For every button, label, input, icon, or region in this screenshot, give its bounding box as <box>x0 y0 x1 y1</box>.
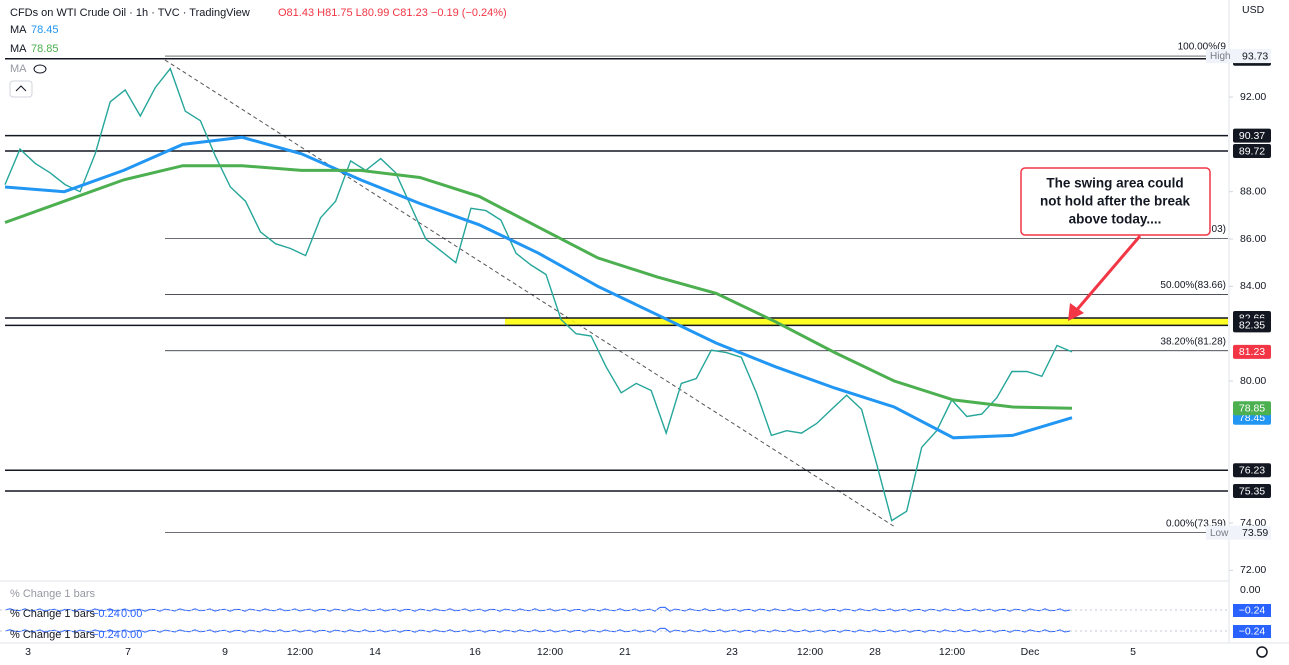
pane-value-box <box>1233 625 1271 638</box>
pane-axis-label: 0.00 <box>1240 584 1261 596</box>
annotation-text: not hold after the break <box>1040 194 1191 209</box>
pane-row-zero: 0.00 <box>121 608 142 620</box>
level-price-label-box <box>1233 128 1271 143</box>
x-tick-label: 12:00 <box>797 646 823 658</box>
collapse-icon <box>15 85 27 92</box>
annotation-box <box>1020 167 1211 236</box>
y-tick-label: 88.00 <box>1240 185 1266 197</box>
x-tick-label: 3 <box>25 646 31 658</box>
y-tick-label: 72.00 <box>1240 564 1266 576</box>
y-tick-label: 92.00 <box>1240 91 1266 103</box>
fib-label: 50.00%(83.66) <box>1160 280 1226 291</box>
level-price-label: 89.72 <box>1239 145 1265 157</box>
low-value: 73.59 <box>1242 527 1268 539</box>
pane-row-title: % Change 1 bars <box>10 608 95 620</box>
x-tick-label: 7 <box>125 646 131 658</box>
pane-title: % Change 1 bars <box>10 588 95 600</box>
annotation-arrow <box>1073 235 1142 313</box>
level-price-label-box <box>1233 143 1271 158</box>
pane-row-value: −0.24 <box>92 629 120 641</box>
x-tick-label: 14 <box>369 646 381 658</box>
last-price-label-box <box>1233 401 1271 416</box>
x-tick-label: 23 <box>726 646 738 658</box>
x-tick-label: 12:00 <box>939 646 965 658</box>
last-price-label: 78.85 <box>1239 403 1265 415</box>
settings-icon[interactable] <box>1256 646 1268 658</box>
collapse-button[interactable] <box>9 80 33 98</box>
chart-title: CFDs on WTI Crude Oil · 1h · TVC · Tradi… <box>10 7 250 19</box>
annotation-text: The swing area could <box>1046 176 1183 191</box>
pane-value-label: −0.24 <box>1239 604 1266 616</box>
ma-legend-value: 78.85 <box>31 43 59 55</box>
ma-legend-name: MA <box>10 24 27 36</box>
pane-line <box>4 606 1071 612</box>
level-price-label-box <box>1233 463 1271 478</box>
high-box <box>1206 49 1271 64</box>
x-tick-label: 12:00 <box>287 646 313 658</box>
level-price-label: 75.35 <box>1239 485 1265 497</box>
low-label: Low <box>1210 528 1229 539</box>
fib-label: 38.20%(81.28) <box>1160 336 1226 347</box>
low-box <box>1206 525 1271 540</box>
currency[interactable]: USD <box>1242 4 1265 16</box>
level-price-label-box <box>1233 318 1271 333</box>
fib-label: 100.00%(9 <box>1178 42 1227 53</box>
last-price-label: 81.23 <box>1239 346 1265 358</box>
ohlc: O81.43 H81.75 L80.99 C81.23 −0.19 (−0.24… <box>278 7 507 19</box>
high-value: 93.73 <box>1242 50 1268 62</box>
ma-legend-value: 78.45 <box>31 24 59 36</box>
x-tick-label: 28 <box>869 646 881 658</box>
x-tick-label: 12:00 <box>537 646 563 658</box>
ma-legend-name: MA <box>10 43 27 55</box>
ma-hidden-label: MA <box>10 63 27 75</box>
x-tick-label: 21 <box>619 646 631 658</box>
fib-label: 0.00%(73.59) <box>1166 518 1226 529</box>
moving-average <box>4 164 1073 410</box>
moving-average <box>4 135 1073 440</box>
level-price-label: 90.37 <box>1239 130 1265 142</box>
annotation-text: above today.... <box>1069 212 1162 227</box>
arrow-head <box>1068 303 1084 321</box>
price-line <box>4 67 1073 522</box>
x-tick-label: Dec <box>1021 646 1040 658</box>
y-tick-label: 86.00 <box>1240 233 1266 245</box>
pane-row-value: −0.24 <box>92 608 120 620</box>
x-tick-label: 9 <box>222 646 228 658</box>
fib-label: .03) <box>1209 224 1226 235</box>
level-price-label-box <box>1233 484 1271 499</box>
swing-zone <box>505 318 1228 326</box>
level-price-label: 76.23 <box>1239 465 1265 477</box>
eye-icon[interactable] <box>33 64 47 74</box>
y-tick-label: 84.00 <box>1240 280 1266 292</box>
x-tick-label: 5 <box>1130 646 1136 658</box>
pane-line <box>4 627 1071 633</box>
pane-value-box <box>1233 604 1271 617</box>
level-price-label: 82.35 <box>1239 320 1265 332</box>
high-label: High <box>1210 51 1231 62</box>
last-price-label-box <box>1233 344 1271 359</box>
pane-row-zero: 0.00 <box>121 629 142 641</box>
y-tick-label: 80.00 <box>1240 375 1266 387</box>
x-tick-label: 16 <box>469 646 481 658</box>
trend-line <box>164 59 896 528</box>
pane-value-label: −0.24 <box>1239 625 1266 637</box>
pane-row-title: % Change 1 bars <box>10 629 95 641</box>
